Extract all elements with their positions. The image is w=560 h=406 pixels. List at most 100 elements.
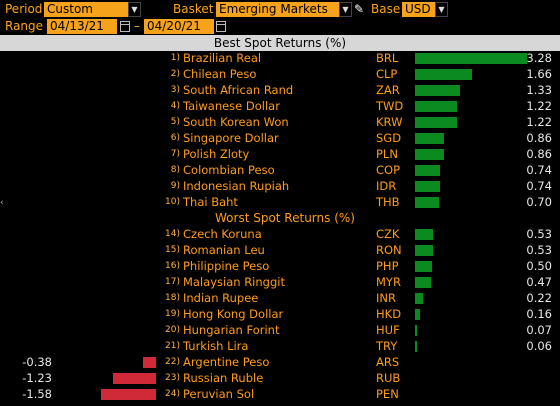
row-rank: 20) <box>165 325 180 335</box>
currency-code: COP <box>376 163 401 177</box>
return-value: -1.58 <box>22 387 52 401</box>
base-dropdown-icon[interactable]: ▼ <box>435 2 448 17</box>
currency-code: PEN <box>376 387 399 401</box>
basket-label: Basket <box>173 2 214 16</box>
return-bar <box>415 309 421 320</box>
return-bar <box>415 197 439 208</box>
return-value: 0.70 <box>526 195 552 209</box>
currency-name: Malaysian Ringgit <box>183 275 285 289</box>
range-separator: – <box>134 19 140 33</box>
currency-code: MYR <box>376 275 401 289</box>
currency-code: PHP <box>376 259 399 273</box>
currency-code: CZK <box>376 227 400 241</box>
currency-name: Indian Rupee <box>183 291 259 305</box>
return-value: 0.22 <box>526 291 552 305</box>
currency-code: ARS <box>376 355 400 369</box>
return-bar <box>142 357 156 368</box>
range-end-field[interactable]: 04/20/21 <box>144 19 214 34</box>
return-value: -1.23 <box>22 371 52 385</box>
base-field[interactable]: USD <box>402 2 435 17</box>
currency-code: RUB <box>376 371 401 385</box>
row-rank: 16) <box>165 261 180 271</box>
period-label: Period <box>5 2 43 16</box>
currency-code: HKD <box>376 307 402 321</box>
currency-code: PLN <box>376 147 398 161</box>
return-value: 0.86 <box>526 147 552 161</box>
return-bar <box>415 85 461 96</box>
return-value: 0.16 <box>526 307 552 321</box>
return-bar <box>415 101 457 112</box>
return-bar <box>101 389 156 400</box>
return-bar <box>415 277 432 288</box>
currency-name: Colombian Peso <box>183 163 275 177</box>
currency-code: KRW <box>376 115 403 129</box>
return-bar <box>415 181 441 192</box>
row-rank: 8) <box>170 165 180 175</box>
return-bar <box>415 53 527 64</box>
currency-name: Taiwanese Dollar <box>183 99 280 113</box>
row-rank: 22) <box>165 357 180 367</box>
return-bar <box>415 341 418 352</box>
return-value: 3.28 <box>526 51 552 65</box>
row-rank: 19) <box>165 309 180 319</box>
pencil-icon[interactable]: ✎ <box>354 2 365 16</box>
basket-dropdown-icon[interactable]: ▼ <box>339 2 352 17</box>
return-value: 0.47 <box>526 275 552 289</box>
return-value: 1.33 <box>526 83 552 97</box>
row-rank: 6) <box>170 133 180 143</box>
range-start-field[interactable]: 04/13/21 <box>47 19 117 34</box>
return-bar <box>113 373 156 384</box>
currency-name: Peruvian Sol <box>183 387 255 401</box>
period-field[interactable]: Custom <box>44 2 128 17</box>
row-rank: 9) <box>170 181 180 191</box>
return-value: 0.74 <box>526 163 552 177</box>
row-rank: 3) <box>170 85 180 95</box>
return-bar <box>415 165 441 176</box>
calendar-icon[interactable] <box>120 21 130 32</box>
currency-name: Thai Baht <box>183 195 238 209</box>
range-label: Range <box>5 19 44 33</box>
currency-name: Philippine Peso <box>183 259 270 273</box>
return-value: 0.07 <box>526 323 552 337</box>
currency-code: RON <box>376 243 402 257</box>
row-rank: 1) <box>170 53 180 63</box>
currency-name: Romanian Leu <box>183 243 265 257</box>
basket-field[interactable]: Emerging Markets <box>216 2 339 17</box>
return-value: 0.74 <box>526 179 552 193</box>
return-bar <box>415 325 418 336</box>
calendar-icon[interactable] <box>216 21 226 32</box>
currency-code: SGD <box>376 131 402 145</box>
currency-name: Russian Ruble <box>183 371 264 385</box>
currency-name: Argentine Peso <box>183 355 270 369</box>
currency-code: INR <box>376 291 396 305</box>
period-dropdown-icon[interactable]: ▼ <box>128 2 141 17</box>
currency-code: BRL <box>376 51 399 65</box>
row-rank: 17) <box>165 277 180 287</box>
currency-name: Polish Zloty <box>183 147 250 161</box>
base-label: Base <box>371 2 401 16</box>
row-rank: 21) <box>165 341 180 351</box>
row-rank: 10) <box>165 197 180 207</box>
currency-code: ZAR <box>376 83 400 97</box>
return-bar <box>415 117 457 128</box>
currency-name: Czech Koruna <box>183 227 262 241</box>
currency-name: Brazilian Real <box>183 51 262 65</box>
currency-name: Indonesian Rupiah <box>183 179 290 193</box>
chevron-left-icon[interactable]: ‹ <box>0 198 4 208</box>
return-value: 0.06 <box>526 339 552 353</box>
row-rank: 2) <box>170 69 180 79</box>
currency-code: CLP <box>376 67 398 81</box>
return-bar <box>415 293 423 304</box>
return-bar <box>415 229 434 240</box>
return-value: 0.50 <box>526 259 552 273</box>
currency-code: TRY <box>376 339 398 353</box>
return-value: -0.38 <box>22 355 52 369</box>
return-value: 0.53 <box>526 243 552 257</box>
currency-code: IDR <box>376 179 397 193</box>
return-bar <box>415 69 472 80</box>
best-returns-header: Best Spot Returns (%) <box>0 35 560 51</box>
row-rank: 14) <box>165 229 180 239</box>
currency-code: HUF <box>376 323 400 337</box>
currency-name: Turkish Lira <box>183 339 249 353</box>
return-value: 1.22 <box>526 99 552 113</box>
